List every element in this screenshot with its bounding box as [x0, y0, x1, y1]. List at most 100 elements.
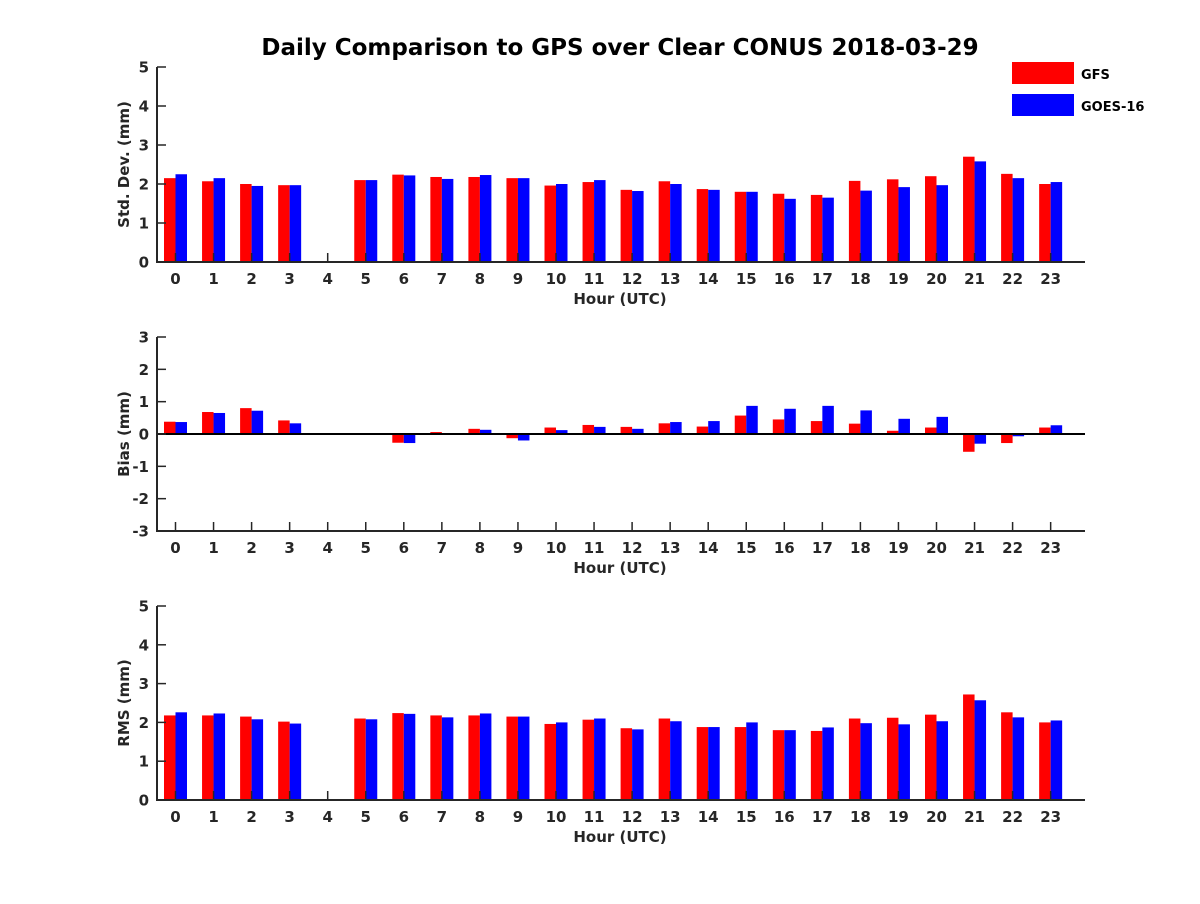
std-dev-xtick-label: 22 [1002, 270, 1023, 288]
bias-xtick-label: 17 [812, 539, 833, 557]
rms-bar-gfs-10 [544, 723, 556, 800]
std-dev-xtick-label: 7 [437, 270, 447, 288]
rms-bar-gfs-2 [240, 716, 252, 800]
bias-xtick-label: 18 [850, 539, 871, 557]
std-dev-xtick-label: 5 [361, 270, 371, 288]
std-dev-bar-goes16-20 [936, 185, 948, 262]
std-dev-bar-goes16-14 [708, 189, 720, 262]
bias-bar-goes16-0 [175, 422, 187, 434]
bias-bar-goes16-11 [594, 426, 606, 434]
rms-bar-gfs-7 [430, 715, 442, 800]
std-dev-bar-gfs-5 [354, 180, 366, 262]
std-dev-xtick-label: 23 [1040, 270, 1061, 288]
bias-ytick-label: -3 [132, 523, 149, 541]
legend-label-goes16: GOES-16 [1081, 100, 1144, 115]
std-dev-bar-goes16-13 [670, 184, 682, 262]
rms-xtick-label: 19 [888, 808, 909, 826]
bias-bar-gfs-11 [582, 424, 595, 434]
bias-bar-gfs-20 [925, 427, 937, 434]
rms-bar-gfs-9 [506, 716, 518, 800]
std-dev-bar-goes16-21 [974, 161, 987, 262]
std-dev-bar-gfs-12 [620, 189, 633, 262]
bias-bar-gfs-10 [544, 427, 556, 434]
std-dev-xtick-label: 18 [850, 270, 871, 288]
std-dev-bar-gfs-11 [582, 182, 595, 262]
rms-bar-gfs-3 [278, 721, 290, 800]
rms-bar-gfs-14 [696, 727, 709, 800]
rms-ytick-label: 4 [139, 636, 149, 654]
bias-bar-goes16-13 [670, 422, 682, 434]
std-dev-xtick-label: 1 [208, 270, 218, 288]
std-dev-bar-gfs-23 [1039, 184, 1051, 262]
bias-bar-gfs-1 [202, 412, 214, 434]
rms-xtick-label: 15 [736, 808, 757, 826]
std-dev-bar-gfs-1 [202, 181, 214, 262]
std-dev-bar-gfs-16 [772, 193, 785, 262]
std-dev-xtick-label: 0 [170, 270, 180, 288]
rms-bar-goes16-15 [746, 722, 758, 800]
bias-xtick-label: 21 [964, 539, 985, 557]
rms-bar-gfs-8 [468, 715, 480, 800]
bias-ytick-label: -2 [132, 490, 149, 508]
std-dev-bar-gfs-18 [848, 180, 861, 262]
rms-bar-gfs-11 [582, 719, 595, 800]
legend-label-gfs: GFS [1081, 68, 1110, 83]
bias-ytick-label: 3 [139, 329, 149, 347]
rms-xtick-label: 14 [698, 808, 719, 826]
bias-xtick-label: 8 [475, 539, 485, 557]
bias-bar-gfs-15 [734, 415, 747, 434]
bias-ytick-label: 1 [139, 393, 149, 411]
bias-xtick-label: 1 [208, 539, 218, 557]
bias-xtick-label: 5 [361, 539, 371, 557]
bias-bar-goes16-12 [632, 428, 644, 434]
rms-bar-goes16-17 [822, 727, 834, 800]
std-dev-xtick-label: 9 [513, 270, 523, 288]
std-dev-xtick-label: 17 [812, 270, 833, 288]
std-dev-bar-gfs-17 [810, 194, 823, 262]
std-dev-bar-goes16-17 [822, 197, 834, 262]
std-dev-ytick-label: 5 [139, 59, 149, 77]
std-dev-bar-goes16-0 [175, 174, 187, 262]
bias-xtick-label: 13 [660, 539, 681, 557]
bias-bar-goes16-17 [822, 405, 834, 434]
legend: GFS GOES-16 [1012, 62, 1144, 116]
rms-ytick-label: 2 [139, 714, 149, 732]
bias-bar-goes16-15 [746, 405, 758, 434]
rms-xlabel: Hour (UTC) [573, 828, 666, 846]
rms-bar-goes16-11 [594, 718, 606, 800]
std-dev-ytick-label: 0 [139, 254, 149, 272]
rms-xtick-label: 23 [1040, 808, 1061, 826]
bias-xtick-label: 10 [546, 539, 567, 557]
std-dev-bar-goes16-15 [746, 191, 758, 262]
rms-bar-gfs-6 [392, 713, 404, 800]
std-dev-xtick-label: 16 [774, 270, 795, 288]
rms-ytick-label: 5 [139, 598, 149, 616]
std-dev-bar-gfs-15 [734, 191, 747, 262]
std-dev-xtick-label: 14 [698, 270, 719, 288]
rms-bar-gfs-20 [925, 714, 937, 800]
bias-bar-goes16-6 [403, 434, 416, 444]
std-dev-bar-goes16-9 [517, 178, 530, 262]
std-dev-bar-gfs-13 [658, 181, 671, 262]
bias-xtick-label: 4 [322, 539, 332, 557]
std-dev-bar-goes16-5 [365, 180, 378, 262]
rms-bar-goes16-21 [974, 700, 987, 800]
bias-bar-gfs-19 [886, 430, 899, 434]
bias-xtick-label: 2 [246, 539, 256, 557]
bias-ylabel: Bias (mm) [115, 391, 133, 477]
bias-ytick-label: 0 [139, 426, 149, 444]
rms-bar-goes16-10 [556, 722, 568, 800]
rms-bar-goes16-2 [251, 719, 264, 800]
bias-bar-gfs-2 [240, 408, 252, 434]
bias-bar-gfs-9 [506, 434, 518, 439]
rms-xtick-label: 12 [622, 808, 643, 826]
chart-title: Daily Comparison to GPS over Clear CONUS… [261, 35, 978, 61]
rms-ytick-label: 3 [139, 675, 149, 693]
rms-bar-goes16-7 [441, 717, 454, 800]
std-dev-ytick-label: 2 [139, 176, 149, 194]
rms-bar-gfs-18 [848, 718, 861, 800]
std-dev-ylabel: Std. Dev. (mm) [115, 101, 133, 228]
rms-bar-gfs-0 [164, 715, 176, 800]
bias-bar-gfs-17 [810, 421, 823, 434]
std-dev-xtick-label: 10 [546, 270, 567, 288]
